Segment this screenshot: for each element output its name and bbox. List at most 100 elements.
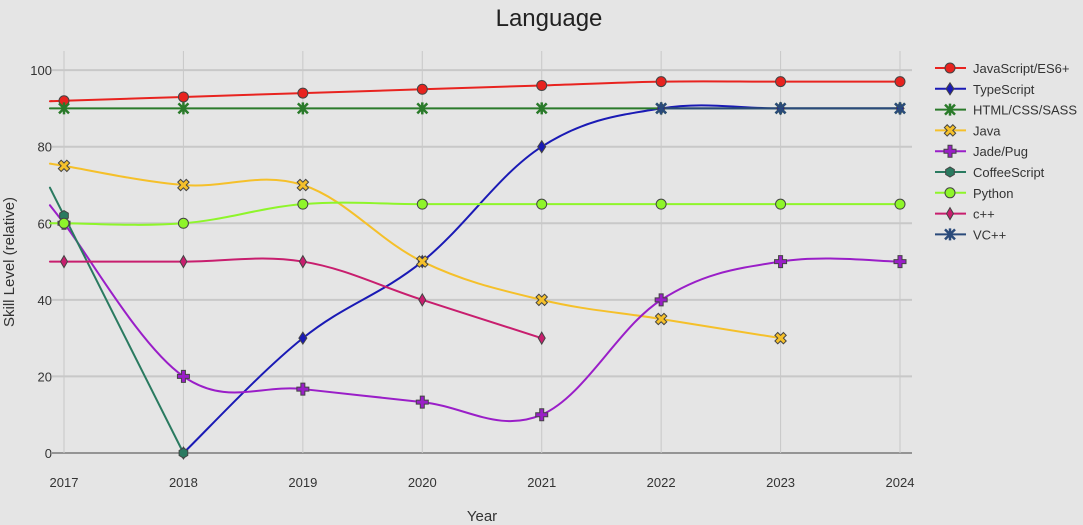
data-point	[418, 292, 427, 307]
data-point	[655, 102, 668, 115]
series-line-6	[48, 201, 900, 226]
x-axis-label: Year	[467, 508, 497, 525]
data-point	[176, 369, 190, 383]
legend-item[interactable]: TypeScript	[935, 82, 1035, 97]
data-point	[775, 76, 787, 88]
data-point	[654, 293, 668, 307]
data-point	[177, 217, 189, 229]
data-point	[416, 83, 428, 95]
data-point	[894, 102, 906, 115]
data-point	[297, 87, 309, 99]
series-lines	[48, 80, 901, 454]
data-point	[178, 447, 189, 459]
data-point	[296, 382, 310, 396]
x-tick-labels: 2017 2018 2019 2020 2021 2022 2023 2024	[50, 475, 915, 490]
legend-label: CoffeeScript	[973, 165, 1045, 180]
legend-item[interactable]: c++	[935, 207, 995, 222]
data-point	[296, 178, 310, 192]
data-point	[775, 198, 787, 210]
legend-label: c++	[973, 207, 995, 222]
data-point	[177, 91, 189, 103]
legend-marker	[943, 124, 957, 137]
legend-label: Java	[973, 123, 1001, 138]
legend-item[interactable]: Python	[935, 186, 1013, 201]
legend-marker	[945, 166, 955, 178]
y-tick-label: 100	[30, 63, 52, 78]
data-point	[298, 254, 307, 269]
series-line-5	[48, 186, 185, 454]
legend-label: TypeScript	[973, 82, 1035, 97]
data-point	[655, 198, 667, 210]
x-tick-label: 2020	[408, 475, 437, 490]
data-point	[296, 102, 309, 115]
data-point	[537, 139, 547, 154]
y-tick-label: 40	[38, 293, 52, 308]
data-point	[774, 102, 787, 115]
x-tick-label: 2019	[288, 475, 317, 490]
data-point	[416, 198, 428, 210]
legend-item[interactable]: Java	[935, 122, 1001, 139]
series-line-4	[48, 204, 901, 423]
chart-title: Language	[496, 5, 603, 32]
x-tick-label: 2024	[886, 475, 915, 490]
legend-marker	[945, 81, 955, 96]
legend-marker	[944, 228, 956, 241]
data-point	[536, 198, 548, 210]
data-point	[537, 331, 546, 346]
legend-label: Python	[973, 186, 1013, 201]
y-tick-label: 20	[38, 369, 52, 384]
legend-marker	[944, 62, 956, 74]
data-point	[894, 76, 906, 88]
legend-label: HTML/CSS/SASS	[973, 103, 1077, 118]
x-tick-label: 2022	[647, 475, 676, 490]
x-tick-label: 2018	[169, 475, 198, 490]
legend-marker	[944, 103, 956, 116]
data-point	[893, 255, 907, 269]
data-point	[58, 217, 70, 229]
data-point	[894, 198, 906, 210]
data-point	[58, 102, 70, 115]
data-point	[654, 312, 668, 326]
legend-item[interactable]: Jade/Pug	[935, 144, 1028, 159]
data-point	[655, 76, 667, 88]
x-tick-label: 2017	[50, 475, 79, 490]
y-tick-label: 0	[45, 446, 52, 461]
data-point	[535, 408, 549, 422]
series-markers	[57, 76, 907, 460]
legend-marker	[944, 187, 956, 199]
data-point	[415, 395, 429, 409]
data-point	[535, 102, 548, 115]
data-point	[535, 293, 549, 307]
y-tick-label: 60	[38, 216, 52, 231]
series-line-0	[48, 80, 900, 103]
x-tick-label: 2023	[766, 475, 795, 490]
data-point	[179, 254, 188, 269]
y-tick-labels: 0 20 40 60 80 100	[30, 63, 52, 461]
legend: JavaScript/ES6+ TypeScript HTML/CSS/SASS Ja…	[935, 61, 1077, 242]
legend-marker	[945, 206, 955, 221]
legend-item[interactable]: CoffeeScript	[935, 165, 1045, 180]
gridlines	[52, 51, 912, 454]
y-tick-label: 80	[38, 140, 52, 155]
data-point	[59, 254, 69, 269]
data-point	[298, 331, 308, 346]
data-point	[774, 331, 787, 345]
data-point	[177, 102, 190, 115]
legend-item[interactable]: VC++	[935, 227, 1006, 242]
data-point	[415, 255, 429, 268]
legend-label: VC++	[973, 227, 1006, 242]
data-point	[177, 178, 190, 192]
series-line-3	[48, 162, 781, 340]
legend-label: JavaScript/ES6+	[973, 61, 1069, 76]
data-point	[416, 102, 429, 115]
data-point	[536, 79, 548, 91]
legend-item[interactable]: JavaScript/ES6+	[935, 61, 1069, 76]
data-point	[297, 198, 309, 210]
series-line-7	[48, 257, 543, 340]
x-tick-label: 2021	[527, 475, 556, 490]
y-axis-label: Skill Level (relative)	[1, 197, 18, 327]
legend-item[interactable]: HTML/CSS/SASS	[935, 103, 1077, 118]
data-point	[774, 255, 788, 269]
legend-label: Jade/Pug	[973, 144, 1028, 159]
